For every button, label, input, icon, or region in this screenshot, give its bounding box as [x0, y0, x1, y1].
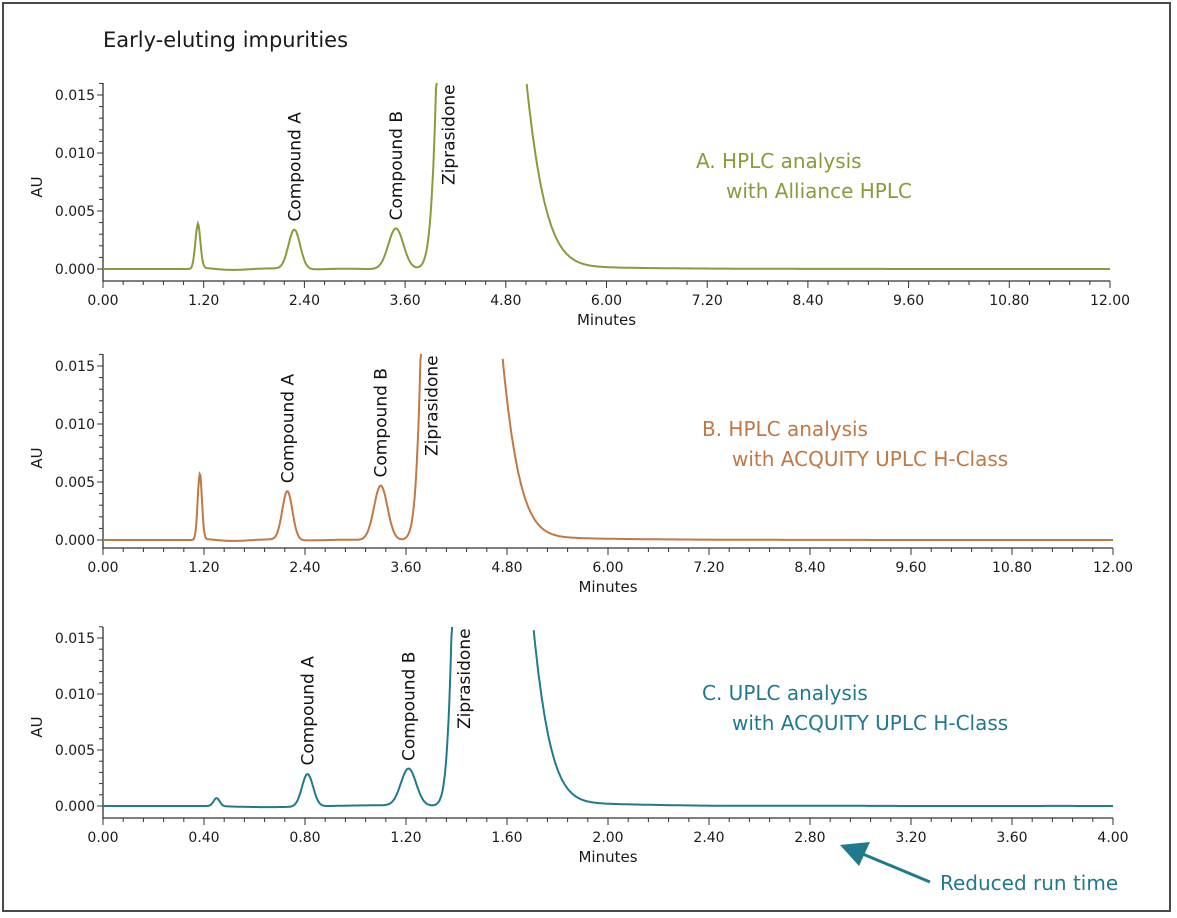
y-axis-title: AU	[28, 176, 46, 197]
panel-b-chromatogram: 0.000 0.005 0.010 0.015 AU 0.00 1.20 2.40 3.60 4.…	[28, 353, 1133, 596]
x-tick-label: 1.20	[188, 293, 219, 309]
panel-description-line1: B. HPLC analysis	[702, 417, 868, 441]
reduced-run-time-annotation: Reduced run time	[840, 842, 1118, 895]
panel-description-line2: with ACQUITY UPLC H-Class	[732, 447, 1008, 471]
x-tick-label: 0.00	[87, 293, 118, 309]
x-axis-title: Minutes	[578, 848, 637, 866]
x-tick-label: 0.80	[289, 830, 320, 846]
y-axis-title: AU	[28, 447, 46, 468]
x-tick-label: 10.80	[989, 293, 1029, 309]
y-tick-label: 0.000	[55, 262, 95, 278]
x-axis-title: Minutes	[578, 578, 637, 596]
x-tick-label: 0.40	[188, 830, 219, 846]
y-tick-label: 0.005	[55, 204, 95, 220]
y-tick-label: 0.000	[55, 533, 95, 549]
x-tick-label: 8.40	[792, 293, 823, 309]
y-tick-label: 0.010	[55, 146, 95, 162]
y-tick-label: 0.000	[55, 799, 95, 815]
panel-description-line2: with ACQUITY UPLC H-Class	[732, 711, 1008, 735]
x-tick-label: 9.60	[893, 293, 924, 309]
peak-label: Compound B	[372, 368, 392, 477]
chromatogram-trace	[103, 353, 1113, 542]
peak-label: Ziprasidone	[440, 84, 460, 185]
x-tick-label: 7.20	[692, 293, 723, 309]
x-tick-label: 3.60	[996, 830, 1027, 846]
y-tick-label: 0.005	[55, 743, 95, 759]
x-tick-label: 9.60	[895, 560, 926, 576]
x-tick-label: 2.00	[592, 830, 623, 846]
x-tick-label: 4.00	[1097, 830, 1128, 846]
x-tick-label: 2.40	[289, 293, 320, 309]
x-tick-label: 12.00	[1093, 560, 1133, 576]
panel-description-line2: with Alliance HPLC	[726, 179, 912, 203]
x-tick-label: 3.60	[390, 560, 421, 576]
y-tick-label: 0.015	[55, 359, 95, 375]
x-tick-label: 6.00	[591, 293, 622, 309]
panel-c-chromatogram: 0.000 0.005 0.010 0.015 AU 0.00 0.40 0.80 1.20 1.…	[28, 626, 1129, 866]
x-tick-label: 4.80	[491, 560, 522, 576]
peak-label: Compound A	[299, 656, 319, 766]
x-tick-label: 0.00	[87, 830, 118, 846]
x-tick-label: 8.40	[794, 560, 825, 576]
chromatogram-trace	[103, 82, 1110, 271]
x-tick-label: 10.80	[992, 560, 1032, 576]
y-tick-label: 0.015	[55, 88, 95, 104]
y-tick-label: 0.010	[55, 417, 95, 433]
x-axis-title: Minutes	[577, 311, 636, 329]
x-tick-label: 2.80	[794, 830, 825, 846]
reduced-run-time-label: Reduced run time	[940, 871, 1118, 895]
panel-a-chromatogram: 0.000 0.005 0.010 0.015 AU 0.00 1.20 2.40 3.60 4.…	[28, 82, 1130, 329]
x-tick-label: 0.00	[87, 560, 118, 576]
x-tick-label: 12.00	[1090, 293, 1130, 309]
peak-label: Compound A	[278, 374, 298, 484]
peak-label: Compound A	[285, 112, 305, 222]
chromatogram-trace	[103, 626, 1113, 809]
peak-label: Compound B	[400, 652, 420, 761]
peak-label: Ziprasidone	[422, 355, 442, 456]
x-tick-label: 4.80	[490, 293, 521, 309]
y-tick-label: 0.005	[55, 475, 95, 491]
peak-label: Ziprasidone	[455, 628, 475, 729]
panel-description-line1: C. UPLC analysis	[702, 681, 868, 705]
y-tick-label: 0.010	[55, 687, 95, 703]
x-tick-label: 1.20	[188, 560, 219, 576]
x-tick-label: 2.40	[693, 830, 724, 846]
x-tick-label: 7.20	[693, 560, 724, 576]
x-tick-label: 2.40	[289, 560, 320, 576]
arrow-up-left-icon	[857, 850, 931, 884]
x-tick-label: 6.00	[592, 560, 623, 576]
x-tick-label: 3.60	[390, 293, 421, 309]
y-tick-label: 0.015	[55, 631, 95, 647]
panel-description-line1: A. HPLC analysis	[696, 149, 862, 173]
peak-label: Compound B	[387, 111, 407, 220]
x-tick-label: 1.60	[491, 830, 522, 846]
figure-title: Early-eluting impurities	[103, 28, 349, 52]
x-tick-label: 1.20	[390, 830, 421, 846]
x-tick-label: 3.20	[895, 830, 926, 846]
y-axis-title: AU	[28, 716, 46, 737]
arrow-head-icon	[840, 842, 870, 866]
